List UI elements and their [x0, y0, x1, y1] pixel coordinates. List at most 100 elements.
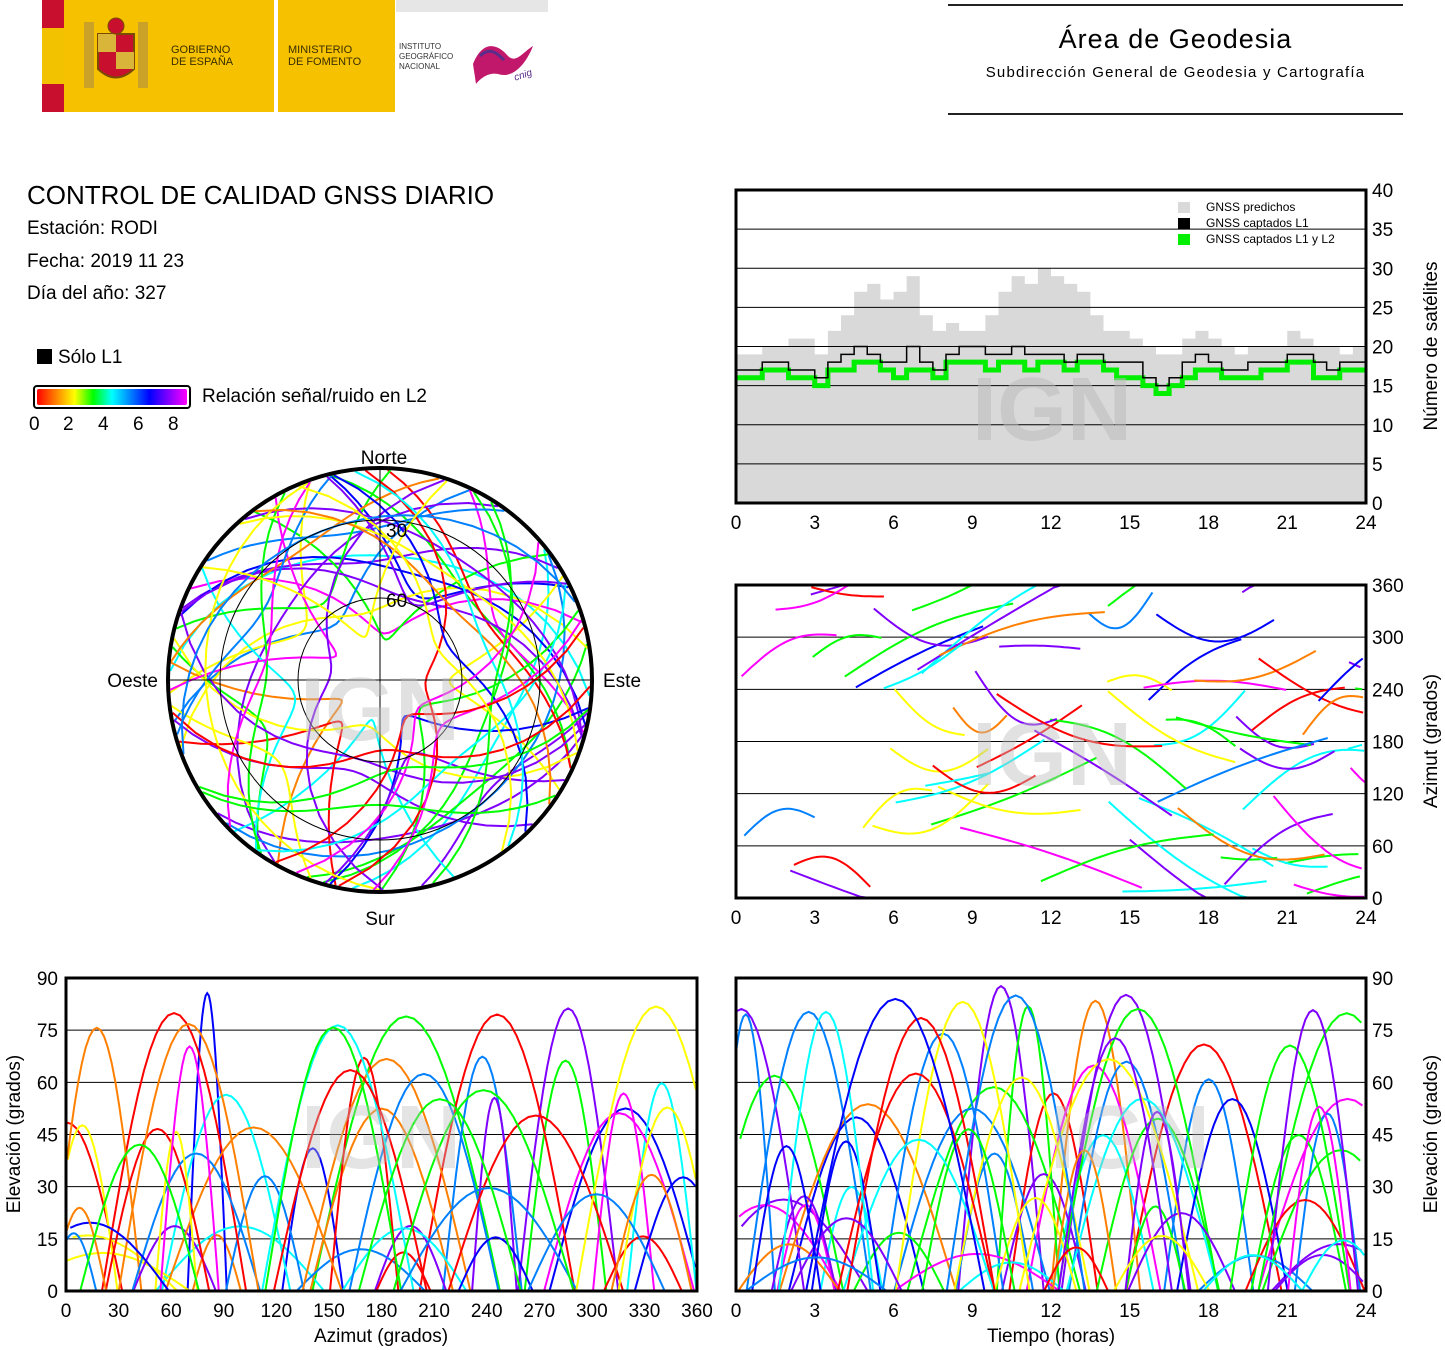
x-tick-label: 9 [967, 908, 978, 929]
satellite-track [1057, 1037, 1173, 1292]
satellite-track [233, 718, 455, 878]
legend-l1: GNSS captados L1 [1206, 216, 1309, 230]
y-tick-label: 0 [47, 1282, 58, 1303]
legend-swatch-l1l2 [1178, 234, 1190, 245]
satellite-track [236, 501, 499, 863]
satellite-track [751, 1145, 822, 1292]
x-tick-label: 30 [108, 1301, 129, 1322]
y-tick-label: 90 [37, 969, 58, 990]
watermark: IGN [972, 705, 1132, 805]
satellite-track [333, 474, 529, 832]
satellite-track [1049, 718, 1187, 790]
satellite-track [169, 481, 311, 694]
x-tick-label: 300 [576, 1301, 608, 1322]
gov-line-2: DE ESPAÑA [171, 56, 234, 68]
y-tick-label: 20 [1372, 338, 1393, 359]
satellite-track [65, 1232, 98, 1292]
x-tick-label: 0 [731, 908, 742, 929]
x-tick-label: 18 [1198, 908, 1219, 929]
satellite-track [740, 633, 837, 678]
y-tick-label: 360 [1372, 576, 1404, 597]
x-tick-label: 21 [1277, 908, 1298, 929]
snr-label: Relación señal/ruido en L2 [202, 386, 427, 407]
satellite-track [104, 1127, 211, 1292]
snr-tick-8: 8 [168, 414, 179, 435]
satellite-track [432, 501, 513, 884]
satellite-track [846, 1016, 996, 1292]
y-tick-label: 45 [1372, 1126, 1393, 1147]
x-tick-label: 21 [1277, 513, 1298, 534]
min-line-2: DE FOMENTO [288, 56, 362, 68]
west-label: Oeste [107, 671, 158, 692]
report-title: CONTROL DE CALIDAD GNSS DIARIO [27, 180, 495, 210]
x-tick-label: 24 [1355, 513, 1377, 534]
satellite-track [745, 1010, 872, 1292]
coat-of-arms-icon [84, 17, 148, 88]
elevation-time-chart: 0 15 30 45 60 75 90 0 3 6 9 12 15 18 21 24 Elevación (g… [731, 969, 1442, 1347]
satellite-track [117, 1022, 260, 1292]
x-tick-label: 330 [629, 1301, 661, 1322]
x-tick-label: 120 [260, 1301, 292, 1322]
satellite-track [247, 492, 286, 854]
satellite-track [1033, 729, 1173, 817]
chart-legend: GNSS predichos GNSS captados L1 GNSS cap… [1178, 200, 1335, 246]
satellite-track [298, 485, 513, 852]
satellite-track [457, 1236, 534, 1292]
satellite-track [357, 1098, 522, 1292]
satellite-track [617, 1106, 697, 1292]
y-tick-label: 15 [37, 1230, 58, 1251]
satellite-track [999, 644, 1081, 650]
x-tick-label: 24 [1355, 908, 1377, 929]
satellite-track [392, 1089, 575, 1292]
x-tick-label: 180 [366, 1301, 398, 1322]
satellite-track [160, 1093, 292, 1292]
y-axis-label: Elevación (grados) [1421, 1055, 1442, 1213]
watermark: IGN [301, 1088, 461, 1188]
satellite-track [1148, 638, 1242, 701]
y-tick-label: 10 [1372, 416, 1393, 437]
satellite-track [1272, 795, 1362, 870]
satellite-track [1177, 807, 1325, 861]
y-tick-label: 75 [1372, 1021, 1393, 1042]
satellite-track [855, 625, 984, 689]
plot-frame [64, 976, 699, 1293]
y-tick-label: 35 [1372, 220, 1393, 241]
cnig-icon [473, 46, 533, 84]
satellite-track [1355, 687, 1363, 691]
x-tick-label: 9 [967, 1301, 978, 1322]
satellite-track [921, 584, 1100, 675]
satellite-track [418, 1013, 576, 1292]
ring-60-label: 60 [386, 591, 407, 612]
satellite-track [1302, 694, 1364, 736]
satellite-track [1051, 1149, 1118, 1292]
satellite-track [921, 1128, 1016, 1292]
y-tick-label: 5 [1372, 455, 1383, 476]
satellite-track [202, 791, 556, 815]
date-label: Fecha: 2019 11 23 [27, 251, 185, 272]
satellite-track [836, 1072, 995, 1292]
satellite-track [883, 643, 963, 690]
x-tick-label: 6 [888, 513, 899, 534]
satellite-track [1000, 1172, 1087, 1292]
satellite-track [1049, 999, 1142, 1292]
ring-30-label: 30 [386, 521, 407, 542]
satellite-track [154, 1130, 199, 1292]
satellite-track [959, 826, 1143, 889]
satellite-track [517, 1007, 620, 1292]
x-tick-label: 6 [888, 908, 899, 929]
satellite-track [1129, 838, 1302, 899]
y-tick-label: 30 [1372, 259, 1393, 280]
satellite-track [281, 1147, 345, 1292]
satellite-track [1175, 716, 1311, 746]
satellite-track [420, 712, 589, 887]
x-tick-label: 12 [1040, 1301, 1061, 1322]
satellite-track [202, 480, 448, 638]
satellite-track [1125, 1043, 1283, 1292]
y-tick-label: 40 [1372, 181, 1393, 202]
satellite-track [937, 785, 1081, 815]
satellite-track [930, 756, 1098, 826]
spain-flag [42, 0, 64, 112]
snr-tick-0: 0 [29, 414, 40, 435]
north-label: Norte [361, 448, 407, 469]
satellite-track [735, 1013, 776, 1292]
